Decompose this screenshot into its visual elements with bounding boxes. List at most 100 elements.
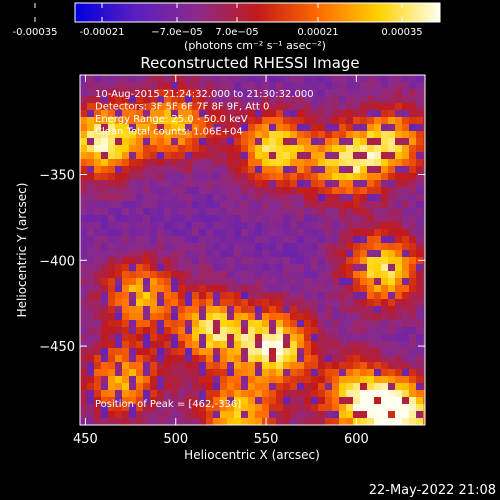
heatmap-cell (220, 306, 228, 314)
heatmap-cell (122, 201, 130, 209)
heatmap-cell (353, 257, 361, 265)
heatmap-cell (367, 271, 375, 279)
heatmap-cell (360, 117, 368, 125)
heatmap-cell (220, 362, 228, 370)
heatmap-cell (311, 285, 319, 293)
heatmap-cell (269, 250, 277, 258)
heatmap-cell (192, 159, 200, 167)
heatmap-cell (276, 222, 284, 230)
heatmap-cell (262, 404, 270, 412)
heatmap-cell (409, 390, 417, 398)
heatmap-cell (178, 194, 186, 202)
heatmap-cell (423, 320, 425, 328)
heatmap-cell (178, 341, 186, 349)
heatmap-cell (276, 334, 284, 342)
heatmap-cell (171, 117, 179, 125)
heatmap-cell (255, 390, 263, 398)
heatmap-cell (297, 180, 305, 188)
heatmap-cell (283, 306, 291, 314)
heatmap-cell (143, 82, 151, 90)
heatmap-cell (318, 320, 326, 328)
heatmap-cell (199, 362, 207, 370)
heatmap-cell (325, 355, 333, 363)
heatmap-cell (87, 355, 95, 363)
heatmap-cell (269, 243, 277, 251)
heatmap-cell (178, 75, 186, 83)
heatmap-cell (122, 236, 130, 244)
heatmap-cell (332, 383, 340, 391)
heatmap-cell (234, 320, 242, 328)
heatmap-cell (234, 229, 242, 237)
heatmap-cell (325, 96, 333, 104)
heatmap-cell (227, 194, 235, 202)
heatmap-cell (178, 96, 186, 104)
heatmap-cell (262, 187, 270, 195)
heatmap-cell (332, 278, 340, 286)
heatmap-cell (262, 173, 270, 181)
heatmap-cell (150, 110, 158, 118)
heatmap-cell (381, 173, 389, 181)
heatmap-cell (346, 250, 354, 258)
heatmap-cell (129, 250, 137, 258)
heatmap-cell (304, 278, 312, 286)
heatmap-cell (129, 299, 137, 307)
heatmap-cell (157, 194, 165, 202)
heatmap-cell (136, 75, 144, 83)
heatmap-cell (381, 75, 389, 83)
heatmap-cell (339, 348, 347, 356)
heatmap-cell (213, 208, 221, 216)
heatmap-cell (185, 103, 193, 111)
heatmap-cell (423, 117, 425, 125)
heatmap-cell (157, 264, 165, 272)
heatmap-cell (143, 187, 151, 195)
heatmap-cell (262, 306, 270, 314)
heatmap-cell (409, 222, 417, 230)
heatmap-cell (87, 131, 95, 139)
heatmap-cell (339, 355, 347, 363)
heatmap-cell (381, 348, 389, 356)
heatmap-cell (241, 341, 249, 349)
heatmap-cell (80, 299, 88, 307)
heatmap-cell (346, 145, 354, 153)
heatmap-cell (213, 271, 221, 279)
heatmap-cell (101, 131, 109, 139)
heatmap-cell (423, 264, 425, 272)
heatmap-cell (402, 404, 410, 412)
heatmap-cell (150, 292, 158, 300)
heatmap-cell (318, 82, 326, 90)
heatmap-cell (395, 215, 403, 223)
heatmap-cell (332, 243, 340, 251)
heatmap-cell (346, 306, 354, 314)
heatmap-cell (199, 194, 207, 202)
heatmap-cell (122, 75, 130, 83)
heatmap-cell (143, 320, 151, 328)
heatmap-cell (409, 250, 417, 258)
heatmap-cell (346, 152, 354, 160)
heatmap-cell (367, 320, 375, 328)
heatmap-cell (388, 75, 396, 83)
heatmap-cell (157, 180, 165, 188)
heatmap-cell (339, 278, 347, 286)
heatmap-cell (108, 327, 116, 335)
heatmap-cell (276, 285, 284, 293)
heatmap-cell (150, 124, 158, 132)
heatmap-cell (311, 341, 319, 349)
heatmap-cell (276, 75, 284, 83)
heatmap-cell (129, 117, 137, 125)
heatmap-cell (423, 180, 425, 188)
heatmap-cell (262, 264, 270, 272)
heatmap-cell (94, 390, 102, 398)
heatmap-cell (171, 355, 179, 363)
heatmap-cell (353, 369, 361, 377)
heatmap-cell (108, 369, 116, 377)
heatmap-cell (87, 173, 95, 181)
heatmap-cell (416, 369, 424, 377)
heatmap-cell (171, 96, 179, 104)
heatmap-cell (276, 411, 284, 419)
heatmap-cell (150, 229, 158, 237)
heatmap-cell (346, 166, 354, 174)
heatmap-cell (346, 201, 354, 209)
heatmap-cell (220, 397, 228, 405)
heatmap-cell (94, 180, 102, 188)
heatmap-cell (346, 348, 354, 356)
